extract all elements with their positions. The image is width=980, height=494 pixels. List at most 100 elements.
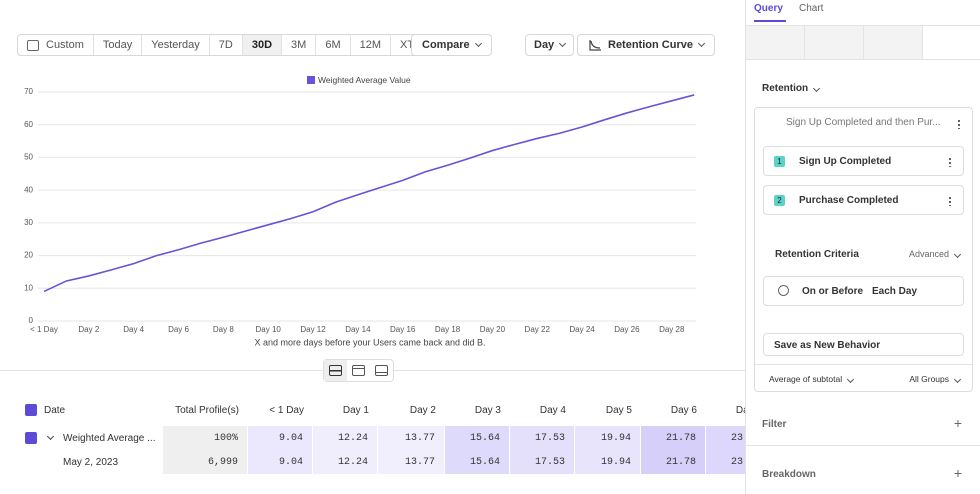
step[interactable]: 1 Sign Up Completed: [763, 146, 964, 176]
table-cell: 12.24: [313, 450, 378, 474]
date-range-option[interactable]: 6M: [316, 35, 351, 55]
menu[interactable]: [949, 157, 951, 167]
row-label: Weighted Average ...: [63, 432, 156, 444]
date-range-label: Today: [102, 39, 133, 51]
column-header[interactable]: Day 5: [605, 404, 632, 416]
layout-toggle[interactable]: [347, 360, 370, 381]
table-cell: 13.77: [378, 450, 445, 474]
interval-button[interactable]: Day: [525, 34, 575, 56]
chart-type-bar: [746, 25, 980, 60]
column-header[interactable]: Day 2: [409, 404, 436, 416]
legend-label: Weighted Average Value: [318, 75, 411, 85]
advanced-label: Advanced: [908, 249, 949, 259]
date-range-option[interactable]: Today: [94, 35, 143, 55]
advanced-toggle[interactable]: Advanced: [908, 249, 962, 259]
compare-label: Compare: [422, 39, 470, 51]
date-range-label: Custom: [46, 39, 84, 51]
step-label: Purchase Completed: [799, 195, 899, 206]
table-cell: 100%: [163, 426, 248, 450]
date-range-option[interactable]: 7D: [210, 35, 243, 55]
view-label: Retention Curve: [608, 39, 693, 51]
chart-type[interactable]: [746, 26, 805, 59]
query-card: Sign Up Completed and then Pur... 1 Sign…: [754, 107, 973, 392]
section-title[interactable]: Retention: [762, 83, 821, 94]
y-tick-label: 40: [24, 185, 33, 194]
y-tick-label: 0: [29, 316, 34, 325]
y-tick-label: 70: [24, 87, 33, 96]
y-tick-label: 60: [24, 120, 33, 129]
table-cell: 15.64: [445, 450, 510, 474]
column-header[interactable]: Day 3: [474, 404, 501, 416]
menu[interactable]: [949, 196, 951, 206]
add-filter[interactable]: +: [953, 415, 962, 431]
table-cell: 12.24: [313, 426, 378, 450]
date-range-option[interactable]: 12M: [351, 35, 392, 55]
column-header[interactable]: Day 4: [539, 404, 566, 416]
chart-type[interactable]: [864, 26, 923, 59]
chart-type[interactable]: [923, 26, 980, 59]
date-range-option[interactable]: Custom: [18, 35, 94, 55]
layout-toggle[interactable]: [324, 360, 347, 381]
column-header[interactable]: Day 6: [670, 404, 697, 416]
x-tick-label: Day 8: [213, 325, 234, 334]
step-number: 2: [774, 195, 785, 206]
calendar-icon: [27, 39, 39, 51]
date-range-label: Yesterday: [151, 39, 200, 51]
criteria-operator: On or Before: [802, 286, 864, 297]
table-cell: 19.94: [575, 450, 641, 474]
column-header[interactable]: < 1 Day: [269, 404, 304, 416]
tab-chart[interactable]: Chart: [799, 3, 824, 14]
table-cell: 9.04: [248, 450, 313, 474]
layout-toggle[interactable]: [370, 360, 393, 381]
view-button[interactable]: Retention Curve: [577, 34, 715, 56]
date-range-option[interactable]: Yesterday: [142, 35, 210, 55]
groups[interactable]: All Groups: [909, 374, 962, 384]
tab-query[interactable]: Query: [754, 3, 783, 14]
x-tick-label: < 1 Day: [30, 325, 58, 334]
checkbox[interactable]: [25, 432, 37, 444]
date-range-option[interactable]: 30D: [242, 35, 283, 55]
menu[interactable]: [958, 119, 960, 129]
criteria-row[interactable]: On or Before Each Day: [763, 276, 964, 306]
step-number: 1: [774, 156, 785, 167]
checkbox[interactable]: [25, 404, 37, 416]
date-range-label: 7D: [218, 39, 233, 51]
table-cell: 21.78: [641, 450, 706, 474]
table-cell: 17.53: [510, 426, 575, 450]
column-header[interactable]: Day 7: [735, 404, 745, 416]
column-header[interactable]: Total Profile(s): [175, 404, 239, 416]
tab-underline: [754, 20, 786, 22]
behavior-name[interactable]: Sign Up Completed and then Pur...: [786, 117, 941, 128]
table-cell: 23.80: [706, 426, 745, 450]
column-header[interactable]: Day 1: [342, 404, 369, 416]
x-tick-label: Day 22: [525, 325, 551, 334]
table-cell: 21.78: [641, 426, 706, 450]
compare-button[interactable]: Compare: [411, 34, 492, 56]
chart-type[interactable]: [805, 26, 864, 59]
y-tick-label: 10: [24, 283, 33, 292]
side-panel: Query Chart Retention Sign Up Completed …: [745, 0, 980, 494]
step[interactable]: 2 Purchase Completed: [763, 185, 964, 215]
divider: [746, 445, 980, 446]
x-tick-label: Day 26: [614, 325, 640, 334]
groups-label: All Groups: [909, 374, 949, 384]
x-tick-label: Day 16: [390, 325, 416, 334]
x-axis-label: X and more days before your Users came b…: [254, 337, 485, 347]
date-range-option[interactable]: 3M: [282, 35, 317, 55]
x-tick-label: Day 14: [345, 325, 371, 334]
interval-label: Day: [534, 39, 555, 51]
table-cell: 15.64: [445, 426, 510, 450]
save-button[interactable]: Save as New Behavior: [763, 333, 964, 356]
date-range-label: 3M: [291, 39, 307, 51]
x-tick-label: Day 20: [480, 325, 506, 334]
table-cell: 23.80: [706, 450, 745, 474]
breakdown-title[interactable]: Breakdown: [762, 469, 816, 480]
x-tick-label: Day 4: [123, 325, 144, 334]
filter-title[interactable]: Filter: [762, 419, 787, 430]
row-label: May 2, 2023: [63, 456, 119, 468]
curve-icon: [589, 40, 601, 51]
column-header[interactable]: Date: [44, 404, 66, 416]
aggregation[interactable]: Average of subtotal: [769, 374, 855, 384]
add-breakdown[interactable]: +: [953, 465, 962, 481]
